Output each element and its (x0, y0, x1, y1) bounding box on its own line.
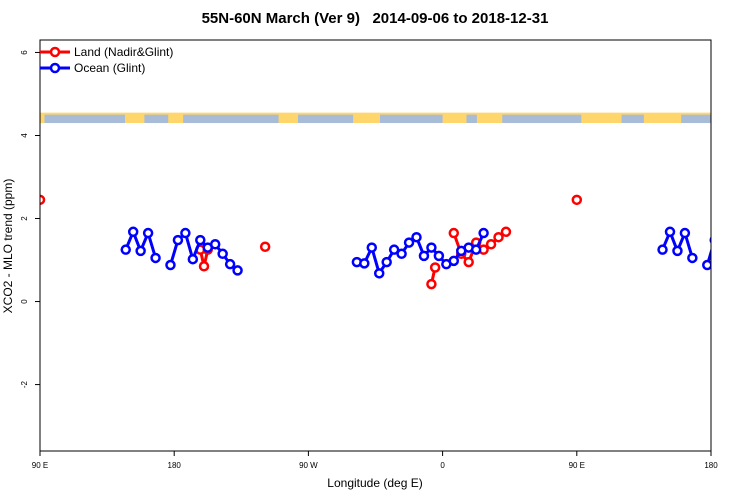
ocean-data-point (657, 244, 668, 255)
ocean-data-point (426, 242, 437, 253)
legend: Land (Nadir&Glint) Ocean (Glint) (40, 44, 173, 76)
map-strip-ocean-7 (621, 114, 644, 124)
ocean-data-point (224, 258, 236, 270)
land-data-point (40, 194, 46, 206)
ocean-data-point (127, 226, 139, 238)
land-data-point (571, 194, 583, 206)
y-tick-label: 0 (20, 299, 29, 304)
y-tick-label: 4 (20, 133, 29, 138)
x-tick-label: 180 (168, 461, 182, 470)
ocean-data-point (381, 256, 392, 268)
legend-item-ocean: Ocean (Glint) (40, 60, 173, 76)
land-data-point (485, 239, 497, 250)
ocean-data-point (388, 244, 400, 255)
y-tick-label: 2 (20, 216, 29, 221)
map-strip-ocean-1 (144, 114, 169, 124)
ocean-data-point (702, 259, 711, 271)
land-data-point (493, 231, 504, 243)
x-tick-label: 90 E (569, 461, 585, 470)
ocean-data-point (373, 268, 385, 279)
ocean-data-point (478, 227, 489, 239)
ocean-data-point (209, 239, 221, 250)
legend-label-land: Land (Nadir&Glint) (74, 45, 174, 59)
y-tick-label: -2 (20, 380, 29, 388)
ocean-legend-marker-icon (40, 62, 70, 74)
map-strip-ocean-4 (379, 114, 443, 124)
ocean-data-point (165, 259, 176, 271)
map-strip-ocean-3 (297, 114, 354, 124)
ocean-data-point (709, 236, 711, 244)
x-tick-label: 0 (440, 461, 445, 470)
ocean-data-point (433, 250, 445, 262)
ocean-data-point (679, 227, 691, 239)
ocean-data-point (120, 244, 131, 255)
plot-series (40, 194, 711, 290)
map-strip-ocean-2 (183, 114, 279, 124)
ocean-data-point (411, 231, 422, 243)
ocean-data-point (180, 227, 191, 239)
ocean-data-point (366, 242, 378, 253)
ocean-data-point (672, 245, 683, 257)
land-data-point (259, 241, 271, 252)
ocean-data-point (135, 245, 146, 257)
map-strip-ocean-8 (681, 114, 711, 124)
ocean-data-point (217, 248, 228, 260)
land-data-point (198, 261, 210, 272)
map-strip (40, 112, 711, 124)
plot-frame (39, 39, 712, 452)
y-tick-label: 6 (20, 50, 29, 55)
ocean-data-point (187, 253, 199, 265)
map-strip-ocean-6 (502, 114, 582, 124)
ocean-data-point (448, 255, 460, 267)
y-axis-label: XCO2 - MLO trend (ppm) (1, 178, 15, 314)
legend-item-land: Land (Nadir&Glint) (40, 44, 173, 60)
ocean-data-point (232, 265, 243, 276)
ocean-data-point (687, 252, 698, 264)
land-data-point (426, 278, 437, 290)
map-strip-ocean-0 (44, 114, 125, 124)
ocean-data-point (396, 248, 407, 260)
ocean-data-point (142, 227, 154, 239)
ocean-data-point (359, 258, 370, 269)
x-tick-label: 180 (704, 461, 718, 470)
ocean-data-point (195, 234, 206, 246)
x-tick-label: 90 W (299, 461, 318, 470)
ocean-data-point (172, 234, 184, 246)
ocean-data-point (403, 237, 415, 248)
ocean-data-point (150, 252, 161, 264)
x-tick-label: 90 E (32, 461, 48, 470)
land-data-point (429, 262, 441, 273)
ocean-data-point (418, 250, 430, 262)
map-strip-ocean-5 (466, 114, 477, 124)
map-strip-land (40, 112, 711, 124)
ocean-data-point (470, 244, 482, 255)
land-data-point (463, 256, 474, 268)
chart-title: 55N-60N March (Ver 9) 2014-09-06 to 2018… (201, 10, 549, 27)
land-legend-marker-icon (40, 46, 70, 58)
land-data-point (500, 226, 512, 238)
land-data-point (448, 227, 460, 239)
ocean-data-point (664, 226, 676, 238)
x-axis-label: Longitude (deg E) (327, 476, 423, 490)
legend-label-ocean: Ocean (Glint) (74, 61, 146, 75)
